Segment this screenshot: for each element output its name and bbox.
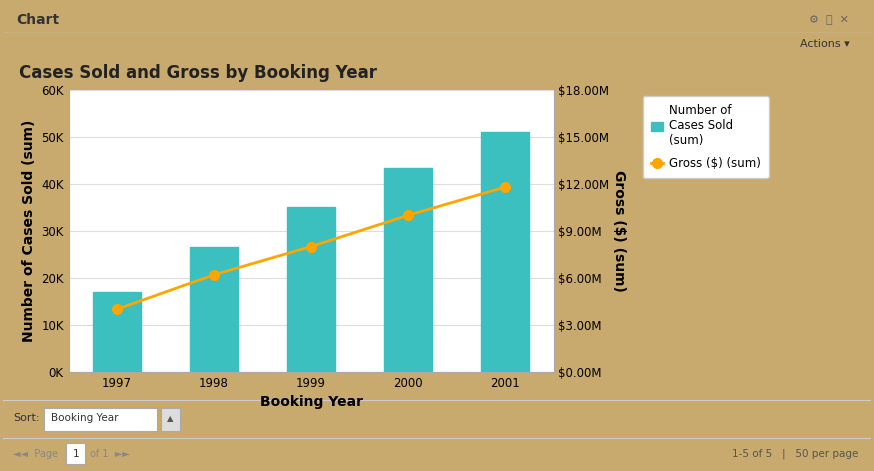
Text: 1: 1 bbox=[73, 448, 80, 459]
FancyBboxPatch shape bbox=[44, 407, 156, 431]
Text: Actions ▾: Actions ▾ bbox=[800, 40, 850, 49]
Text: Sort:: Sort: bbox=[13, 413, 40, 423]
Text: Booking Year: Booking Year bbox=[51, 413, 118, 423]
Text: Chart: Chart bbox=[16, 13, 59, 26]
FancyBboxPatch shape bbox=[161, 407, 180, 431]
FancyBboxPatch shape bbox=[66, 443, 86, 463]
Text: ▲: ▲ bbox=[167, 414, 174, 423]
Bar bbox=[384, 168, 433, 372]
Text: of 1  ►►: of 1 ►► bbox=[90, 448, 129, 459]
Text: 1-5 of 5   |   50 per page: 1-5 of 5 | 50 per page bbox=[732, 448, 858, 459]
Bar bbox=[287, 207, 336, 372]
Y-axis label: Gross ($) (sum): Gross ($) (sum) bbox=[613, 170, 627, 292]
Text: Cases Sold and Gross by Booking Year: Cases Sold and Gross by Booking Year bbox=[18, 64, 377, 82]
Bar bbox=[481, 132, 530, 372]
Bar bbox=[190, 247, 239, 372]
Text: ◄◄  Page: ◄◄ Page bbox=[13, 448, 59, 459]
X-axis label: Booking Year: Booking Year bbox=[260, 395, 363, 409]
Legend: Number of
Cases Sold
(sum), Gross ($) (sum): Number of Cases Sold (sum), Gross ($) (s… bbox=[642, 96, 768, 178]
Y-axis label: Number of Cases Sold (sum): Number of Cases Sold (sum) bbox=[22, 120, 36, 342]
Bar bbox=[93, 292, 142, 372]
Text: ⚙  ⛶  ✕: ⚙ ⛶ ✕ bbox=[809, 15, 850, 24]
